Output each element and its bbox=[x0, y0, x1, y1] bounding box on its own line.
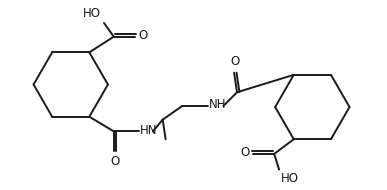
Text: HO: HO bbox=[83, 7, 101, 20]
Text: NH: NH bbox=[209, 98, 226, 112]
Text: O: O bbox=[110, 155, 119, 168]
Text: HN: HN bbox=[140, 124, 158, 137]
Text: O: O bbox=[230, 55, 240, 68]
Text: HO: HO bbox=[281, 173, 299, 185]
Text: O: O bbox=[138, 29, 147, 42]
Text: O: O bbox=[240, 146, 250, 159]
